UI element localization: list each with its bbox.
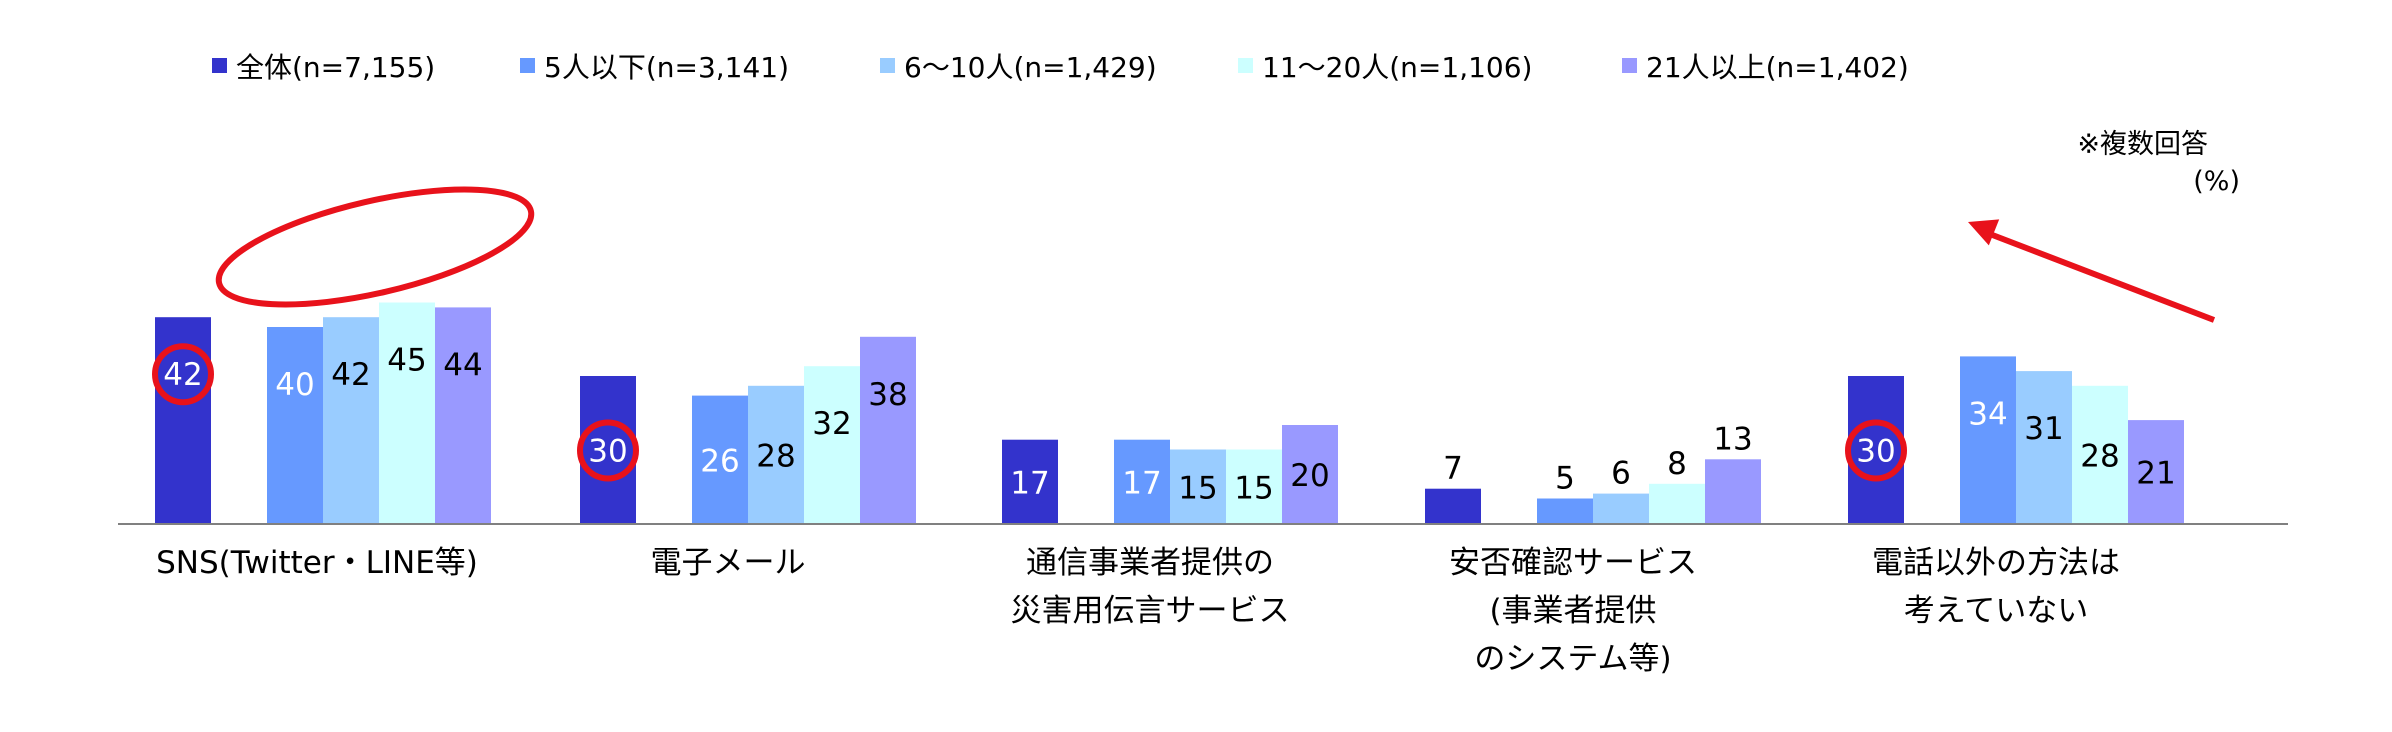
category-label: 考えていない (1904, 593, 2088, 629)
category-label: 災害用伝言サービス (1011, 593, 1290, 629)
bar (267, 327, 323, 523)
data-label: 5 (1555, 461, 1575, 497)
annotation-unit: (%) (2193, 166, 2240, 197)
data-label: 21 (2136, 456, 2175, 492)
data-label: 20 (1290, 458, 1329, 494)
bar (1226, 449, 1282, 523)
legend-label: 11〜20人(n=1,106) (1262, 51, 1532, 84)
data-label: 38 (868, 377, 907, 413)
bar (1848, 376, 1904, 523)
data-label: 13 (1713, 421, 1752, 457)
category-label: 電話以外の方法は (1872, 545, 2120, 581)
data-label: 45 (387, 343, 426, 379)
highlight-circle (152, 343, 214, 406)
data-label: 17 (1122, 465, 1161, 501)
data-label: 32 (812, 406, 851, 442)
trend-arrow-head (1968, 219, 2000, 246)
category-label: SNS(Twitter・LINE等) (156, 545, 478, 581)
data-label: 44 (443, 347, 482, 383)
data-label: 31 (2024, 411, 2063, 447)
data-label: 30 (588, 434, 627, 470)
annotation-note: ※複数回答 (2077, 129, 2208, 160)
bar (1705, 459, 1761, 523)
data-label: 17 (1010, 465, 1049, 501)
legend-label: 6〜10人(n=1,429) (904, 51, 1157, 84)
bar (1170, 449, 1226, 523)
bar (1960, 356, 2016, 523)
bar (580, 376, 636, 523)
bar (323, 317, 379, 523)
legend-swatch (880, 58, 895, 73)
category-label: のシステム等) (1474, 641, 1671, 677)
category-label: (事業者提供 (1489, 593, 1656, 629)
bar (1282, 425, 1338, 523)
data-label: 42 (331, 357, 370, 393)
bar (2072, 385, 2128, 523)
data-label: 42 (163, 357, 202, 393)
bar (1114, 439, 1170, 523)
trend-arrow-line (1980, 228, 2216, 323)
bar (379, 302, 435, 523)
data-label: 28 (2080, 438, 2119, 474)
highlight-ellipse (215, 186, 535, 308)
data-label: 28 (756, 438, 795, 474)
legend-swatch (1622, 58, 1637, 73)
bar (1002, 439, 1058, 523)
bar (1649, 483, 1705, 523)
data-label: 15 (1178, 470, 1217, 506)
data-label: 6 (1611, 456, 1631, 492)
highlight-circle (1845, 419, 1907, 482)
legend-label: 21人以上(n=1,402) (1646, 51, 1909, 84)
category-label: 通信事業者提供の (1026, 545, 1274, 581)
data-label: 26 (700, 443, 739, 479)
data-label: 34 (1968, 396, 2007, 432)
legend-label: 全体(n=7,155) (236, 51, 435, 84)
legend-swatch (520, 58, 535, 73)
data-label: 8 (1667, 446, 1687, 482)
highlight-circle (577, 419, 639, 482)
bar (860, 336, 916, 523)
data-label: 30 (1856, 434, 1895, 470)
category-label: 電子メール (651, 545, 806, 581)
bar (1537, 498, 1593, 523)
bar (1425, 488, 1481, 523)
bar (435, 307, 491, 523)
data-label: 15 (1234, 470, 1273, 506)
legend-swatch (1238, 58, 1253, 73)
bar (2016, 371, 2072, 523)
category-label: 安否確認サービス (1449, 545, 1697, 581)
bar (1593, 493, 1649, 523)
bar (692, 395, 748, 523)
bar (804, 366, 860, 523)
data-label: 40 (275, 367, 314, 403)
data-label: 7 (1443, 451, 1463, 487)
bar (2128, 420, 2184, 523)
bar (748, 385, 804, 523)
legend-swatch (212, 58, 227, 73)
legend-label: 5人以下(n=3,141) (544, 51, 789, 84)
